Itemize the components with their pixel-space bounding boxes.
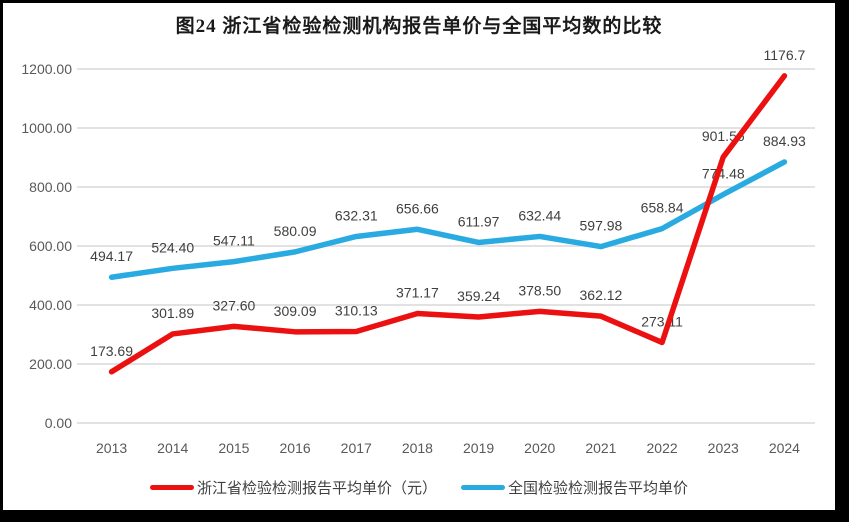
x-axis-label: 2024 <box>769 440 800 456</box>
x-axis-label: 2017 <box>341 440 372 456</box>
legend-label-national: 全国检验检测报告平均单价 <box>508 480 689 497</box>
data-label-zhejiang: 371.17 <box>396 285 439 301</box>
data-label-zhejiang: 359.24 <box>457 288 500 304</box>
y-axis-label: 0.00 <box>45 415 72 431</box>
data-label-zhejiang: 1176.7 <box>764 47 806 63</box>
data-label-national: 632.31 <box>335 207 378 223</box>
x-axis-label: 2016 <box>280 440 311 456</box>
x-axis-label: 2020 <box>524 440 555 456</box>
data-label-national: 611.97 <box>458 213 500 229</box>
data-label-zhejiang: 309.09 <box>274 303 317 319</box>
data-label-national: 884.93 <box>763 133 806 149</box>
data-label-zhejiang: 327.60 <box>213 297 256 313</box>
series-line-zhejiang <box>108 73 788 375</box>
data-label-zhejiang: 378.50 <box>518 282 561 298</box>
data-label-national: 597.98 <box>580 218 623 234</box>
data-label-national: 547.11 <box>213 233 255 249</box>
legend-label-zhejiang: 浙江省检验检测报告平均单价（元） <box>196 480 437 497</box>
y-axis-label: 200.00 <box>29 356 72 372</box>
data-label-national: 524.40 <box>151 239 194 255</box>
x-axis-label: 2015 <box>218 440 249 456</box>
line-chart-plot: 0.00 200.00 400.00 600.00 800.00 1000.00 1200.… <box>21 47 815 456</box>
y-axis-label: 800.00 <box>29 179 72 195</box>
data-label-national: 580.09 <box>274 223 317 239</box>
y-axis-label: 1200.00 <box>21 61 72 77</box>
series-line-national <box>108 159 788 280</box>
data-label-zhejiang: 362.12 <box>580 287 623 303</box>
x-axis-label: 2014 <box>157 440 188 456</box>
y-axis-label: 600.00 <box>29 238 72 254</box>
data-label-national: 494.17 <box>90 248 133 264</box>
x-axis-label: 2019 <box>463 440 494 456</box>
legend-swatch-national-line <box>461 485 505 490</box>
data-label-zhejiang: 301.89 <box>151 305 194 321</box>
data-label-national: 774.48 <box>702 166 745 182</box>
legend-swatch-zhejiang-line <box>149 485 194 490</box>
data-label-national: 658.84 <box>641 200 684 216</box>
legend-item-national: 全国检验检测报告平均单价 <box>461 477 688 498</box>
chart-legend: 浙江省检验检测报告平均单价（元） 全国检验检测报告平均单价 <box>3 477 835 498</box>
legend-item-zhejiang: 浙江省检验检测报告平均单价（元） <box>149 477 437 498</box>
x-axis-label: 2021 <box>585 440 616 456</box>
x-axis-label: 2023 <box>708 440 739 456</box>
data-label-zhejiang: 273.11 <box>641 313 683 329</box>
x-axis-label: 2018 <box>402 440 433 456</box>
chart-title: 图24 浙江省检验检测机构报告单价与全国平均数的比较 <box>175 16 663 37</box>
data-label-zhejiang: 310.13 <box>335 303 378 319</box>
y-axis-label: 1000.00 <box>21 120 72 136</box>
data-label-zhejiang: 173.69 <box>90 343 133 359</box>
data-label-national: 656.66 <box>396 200 439 216</box>
x-axis-label: 2013 <box>96 440 127 456</box>
chart-canvas: 图24 浙江省检验检测机构报告单价与全国平均数的比较 0.00 200.00 400… <box>3 3 835 510</box>
y-axis-label: 400.00 <box>29 297 72 313</box>
data-label-national: 632.44 <box>518 207 561 223</box>
x-axis-label: 2022 <box>647 440 678 456</box>
